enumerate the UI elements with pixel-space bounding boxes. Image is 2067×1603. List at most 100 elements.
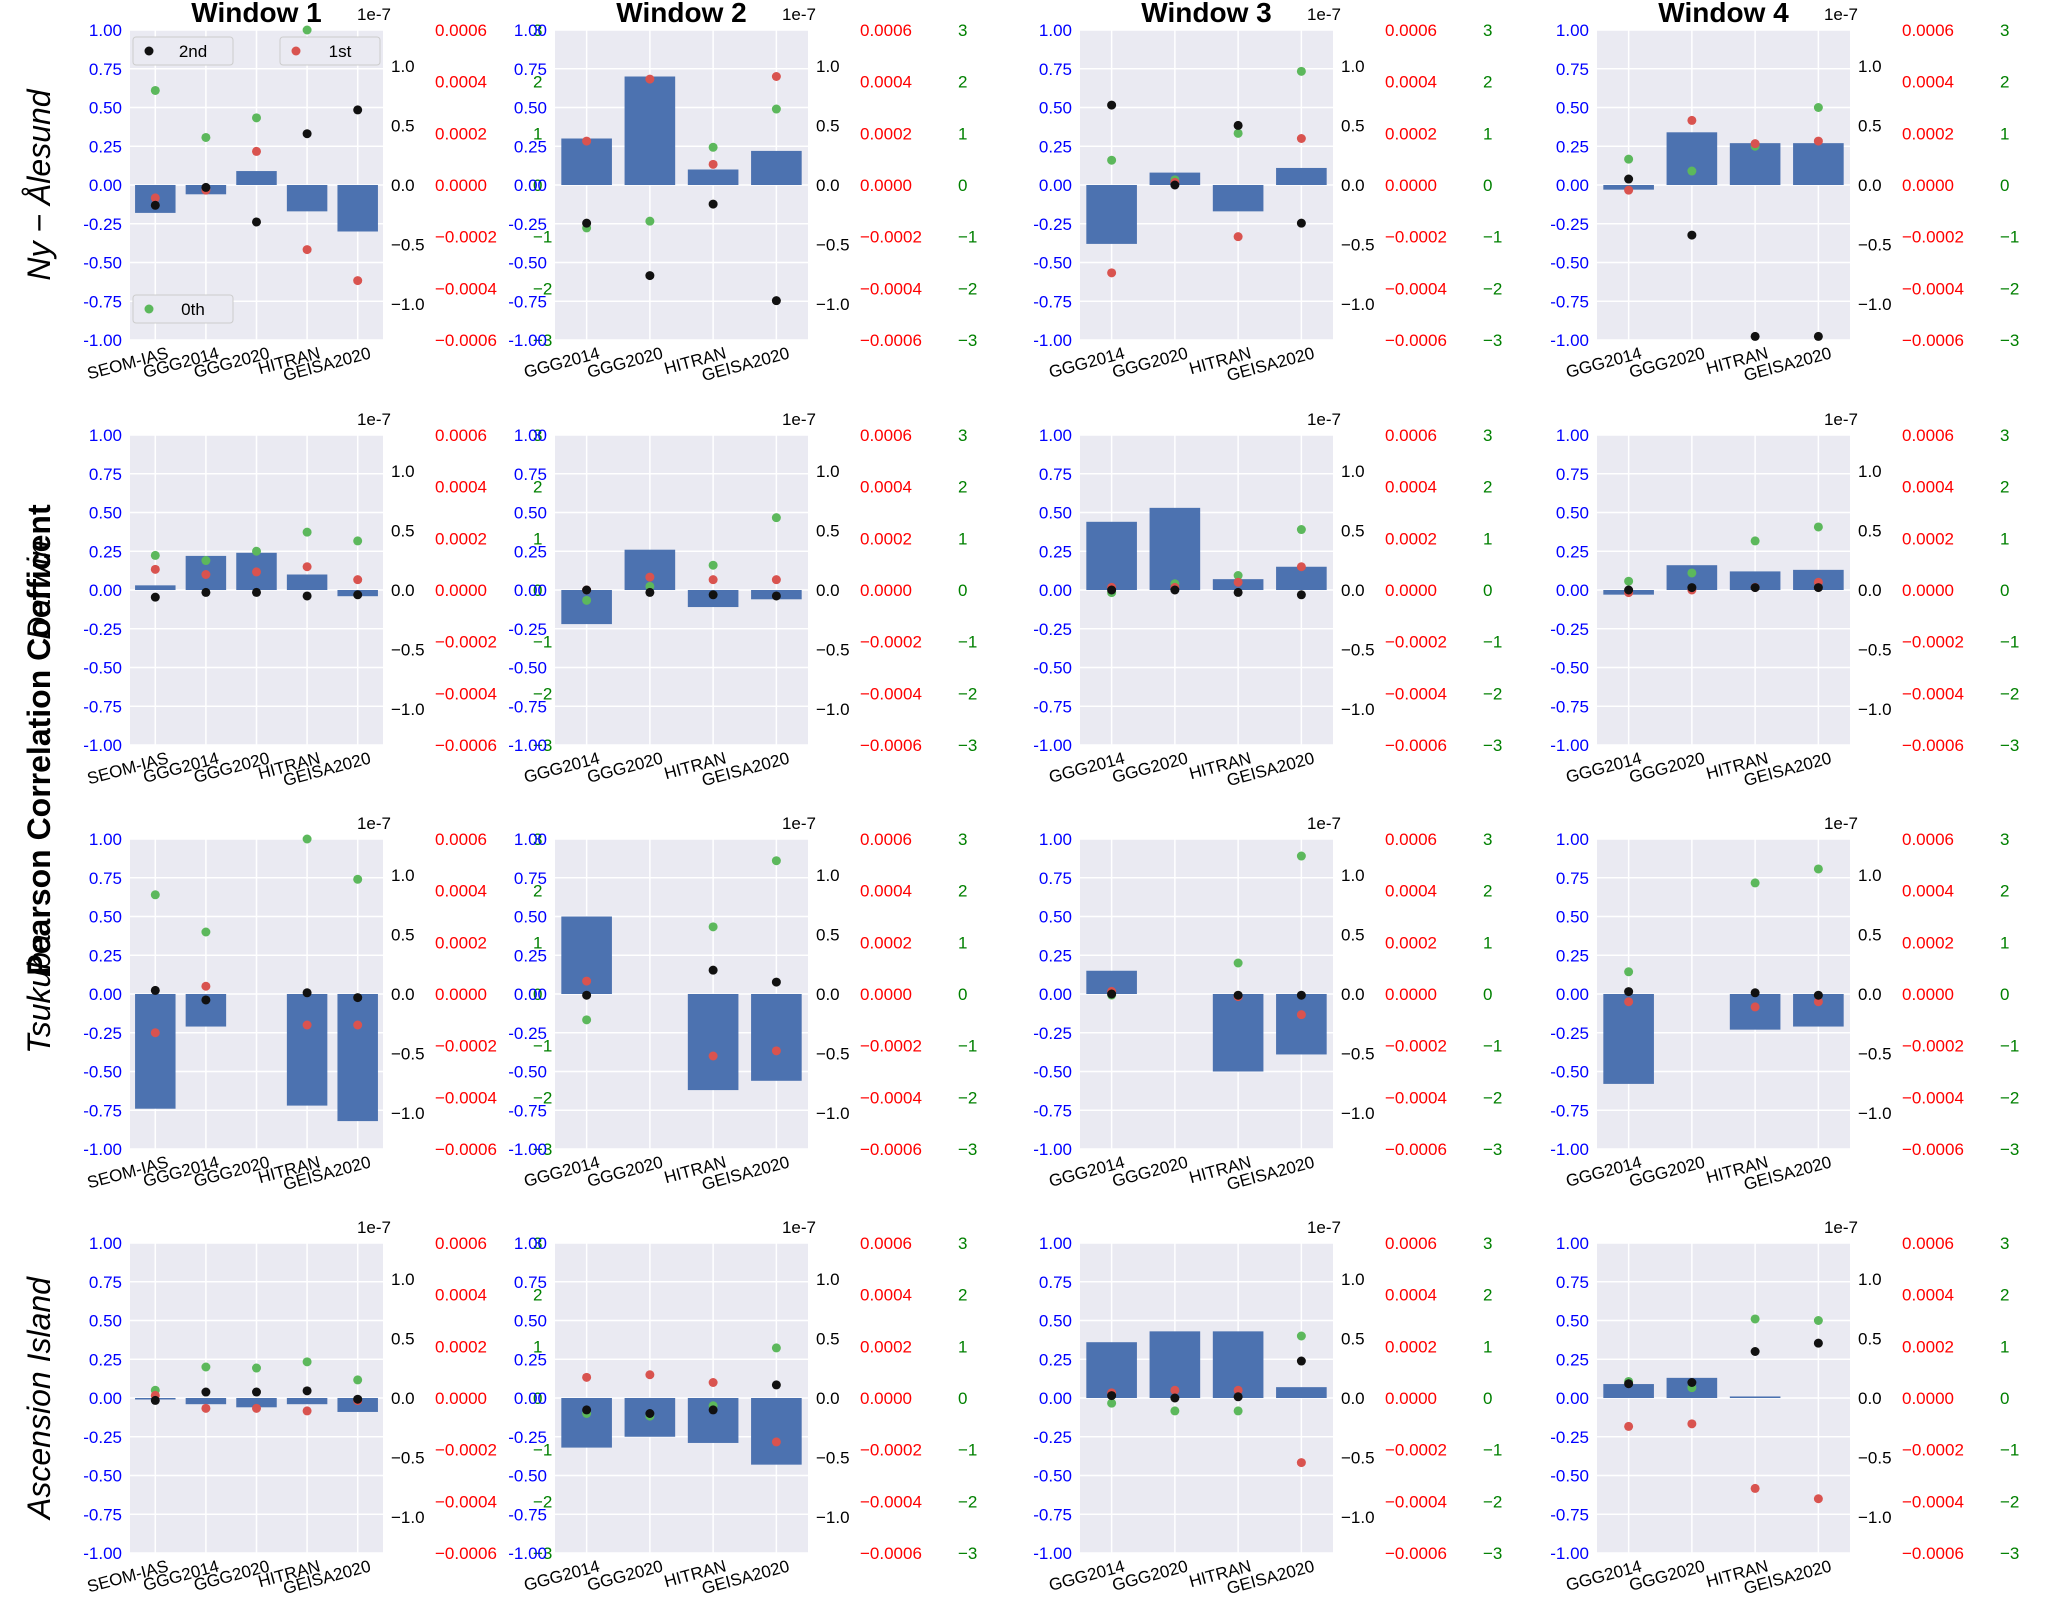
black-axis-tick-label: 1.0 bbox=[1858, 57, 1882, 76]
black-axis-tick-label: −1.0 bbox=[391, 1508, 425, 1527]
green-axis-tick-label: −1 bbox=[1483, 1037, 1502, 1056]
left-tick-label: -0.75 bbox=[508, 1101, 547, 1120]
first-order-point bbox=[1107, 268, 1117, 278]
black-axis-tick-label: 1.0 bbox=[816, 1270, 840, 1289]
black-axis-tick-label: −0.5 bbox=[391, 641, 425, 660]
second-order-point bbox=[302, 591, 312, 601]
panel-2-3: -1.00-0.75-0.50-0.250.000.250.500.751.00… bbox=[1033, 410, 1502, 790]
black-axis-tick-label: 1.0 bbox=[816, 462, 840, 481]
red-axis-tick-label: 0.0000 bbox=[1902, 176, 1954, 195]
left-tick-label: 0.50 bbox=[1556, 99, 1589, 118]
left-tick-label: -0.25 bbox=[1550, 1428, 1589, 1447]
left-tick-label: 0.25 bbox=[514, 1350, 547, 1369]
zeroth-order-point bbox=[1233, 128, 1243, 138]
black-axis-tick-label: 0.0 bbox=[1858, 1389, 1882, 1408]
red-axis-tick-label: −0.0004 bbox=[1902, 279, 1964, 298]
red-axis-tick-label: −0.0004 bbox=[1385, 1492, 1447, 1511]
red-axis-tick-label: −0.0004 bbox=[435, 279, 497, 298]
bar-GGG2014 bbox=[1086, 970, 1137, 994]
zeroth-order-point bbox=[1687, 568, 1697, 578]
left-tick-label: 1.00 bbox=[89, 21, 122, 40]
left-tick-label: -0.25 bbox=[83, 215, 122, 234]
left-tick-label: -0.75 bbox=[1550, 1505, 1589, 1524]
red-axis-tick-label: 0.0002 bbox=[1902, 1337, 1954, 1356]
green-axis-tick-label: 0 bbox=[533, 985, 542, 1004]
black-axis-tick-label: 1.0 bbox=[816, 866, 840, 885]
left-tick-label: 0.25 bbox=[514, 542, 547, 561]
red-axis-tick-label: 0.0004 bbox=[435, 1286, 487, 1305]
second-order-point bbox=[708, 590, 718, 600]
black-axis-tick-label: 0.5 bbox=[1341, 521, 1365, 540]
left-tick-label: 0.50 bbox=[89, 908, 122, 927]
left-tick-label: -0.50 bbox=[1550, 1467, 1589, 1486]
zeroth-order-point bbox=[201, 556, 211, 566]
left-tick-label: -0.50 bbox=[1033, 254, 1072, 273]
red-axis-tick-label: 0.0006 bbox=[860, 21, 912, 40]
black-axis-tick-label: −0.5 bbox=[816, 641, 850, 660]
bar-GEISA2020 bbox=[1276, 1387, 1327, 1398]
red-axis-tick-label: −0.0006 bbox=[1385, 331, 1447, 350]
black-axis-tick-label: 0.5 bbox=[1341, 1329, 1365, 1348]
black-axis-tick-label: −1.0 bbox=[816, 295, 850, 314]
red-axis-tick-label: −0.0004 bbox=[435, 1492, 497, 1511]
green-axis-tick-label: −1 bbox=[533, 633, 552, 652]
second-order-point bbox=[150, 1395, 160, 1405]
second-order-point bbox=[302, 988, 312, 998]
green-axis-tick-label: 1 bbox=[2000, 1337, 2009, 1356]
left-tick-label: -1.00 bbox=[1033, 736, 1072, 755]
zeroth-order-point bbox=[582, 1015, 592, 1025]
green-axis-tick-label: 3 bbox=[2000, 21, 2009, 40]
red-axis-tick-label: 0.0004 bbox=[860, 1286, 912, 1305]
red-axis-tick-label: −0.0006 bbox=[1902, 1140, 1964, 1159]
bar-HITRAN bbox=[1729, 1396, 1781, 1398]
black-axis-tick-label: 0.5 bbox=[1341, 116, 1365, 135]
red-axis-tick-label: 0.0000 bbox=[435, 581, 487, 600]
zeroth-order-point bbox=[1107, 155, 1117, 165]
first-order-point bbox=[645, 572, 655, 582]
left-tick-label: -0.75 bbox=[1550, 1101, 1589, 1120]
left-tick-label: -1.00 bbox=[1033, 331, 1072, 350]
black-axis-tick-label: 1.0 bbox=[1341, 57, 1365, 76]
black-axis-tick-label: 0.0 bbox=[816, 1389, 840, 1408]
second-order-point bbox=[645, 587, 655, 597]
left-tick-label: 0.25 bbox=[514, 946, 547, 965]
second-order-point bbox=[582, 218, 592, 228]
red-axis-tick-label: −0.0002 bbox=[435, 633, 497, 652]
zeroth-order-point bbox=[150, 890, 160, 900]
second-order-point bbox=[1687, 1378, 1697, 1387]
green-axis-tick-label: 0 bbox=[533, 1389, 542, 1408]
black-axis-tick-label: −1.0 bbox=[1858, 700, 1892, 719]
red-axis-tick-label: 0.0004 bbox=[1385, 73, 1437, 92]
zeroth-order-point bbox=[1624, 154, 1634, 164]
black-axis-tick-label: −0.5 bbox=[1858, 236, 1892, 255]
bar-GGG2020 bbox=[624, 76, 676, 185]
bar-SEOM-IAS bbox=[135, 585, 176, 590]
first-order-point bbox=[1813, 1494, 1823, 1504]
black-axis-tick-label: 0.5 bbox=[1858, 521, 1882, 540]
red-axis-tick-label: 0.0000 bbox=[435, 1389, 487, 1408]
black-axis-tick-label: −0.5 bbox=[1341, 1449, 1375, 1468]
left-tick-label: -1.00 bbox=[83, 736, 122, 755]
second-order-point bbox=[1107, 100, 1117, 110]
second-order-point bbox=[1233, 990, 1243, 1000]
red-axis-tick-label: 0.0002 bbox=[435, 124, 487, 143]
zeroth-order-point bbox=[252, 1363, 261, 1373]
left-tick-label: -0.50 bbox=[83, 1467, 122, 1486]
green-axis-tick-label: −3 bbox=[1483, 1140, 1502, 1159]
green-axis-tick-label: −1 bbox=[1483, 1441, 1502, 1460]
red-axis-tick-label: 0.0000 bbox=[435, 176, 487, 195]
window-title: Window 3 bbox=[1141, 0, 1271, 28]
second-order-point bbox=[645, 271, 655, 281]
first-order-point bbox=[1296, 1458, 1306, 1468]
left-tick-label: 0.50 bbox=[514, 504, 547, 523]
first-order-point bbox=[252, 146, 261, 156]
left-tick-label: 0.25 bbox=[1039, 946, 1072, 965]
zeroth-order-point bbox=[1750, 878, 1760, 888]
red-axis-tick-label: −0.0006 bbox=[860, 331, 922, 350]
red-axis-tick-label: −0.0004 bbox=[1385, 1088, 1447, 1107]
left-tick-label: 1.00 bbox=[89, 830, 122, 849]
red-axis-tick-label: 0.0000 bbox=[860, 176, 912, 195]
left-tick-label: 0.25 bbox=[1556, 542, 1589, 561]
first-order-point bbox=[353, 1020, 363, 1030]
red-axis-tick-label: −0.0004 bbox=[1902, 684, 1964, 703]
